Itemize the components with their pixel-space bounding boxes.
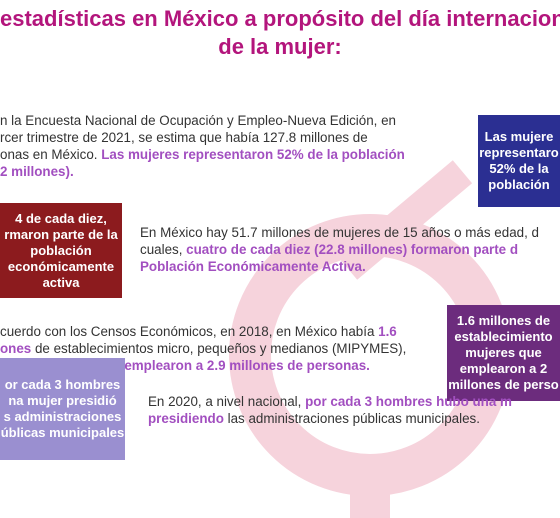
paragraph-line: Población Económicamente Activa. xyxy=(140,258,539,275)
box-line: mujeres que xyxy=(465,345,542,360)
highlight-box: or cada 3 hombres na mujer presidió s admi… xyxy=(0,358,125,460)
emphasis-text: cuatro de cada diez (22.8 millones) form… xyxy=(186,242,519,257)
title-line: de la mujer: xyxy=(218,34,342,59)
box-line: 52% de la xyxy=(489,161,549,176)
box-line: millones de perso xyxy=(448,377,559,392)
paragraph-line: ones de establecimientos micro, pequeños… xyxy=(0,340,406,357)
body-text: cuales, xyxy=(140,242,187,257)
emphasis-text: ones xyxy=(0,341,32,356)
paragraph-line: cuerdo con los Censos Económicos, en 201… xyxy=(0,323,406,340)
body-text: cuerdo con los Censos Económicos, en 201… xyxy=(0,324,379,339)
female-symbol-stem xyxy=(350,475,390,518)
paragraph-line: cuales, cuatro de cada diez (22.8 millon… xyxy=(140,241,539,258)
body-text: En 2020, a nivel nacional, xyxy=(148,394,306,409)
paragraph: n la Encuesta Nacional de Ocupación y Em… xyxy=(0,112,405,180)
box-line: económicamente xyxy=(7,258,115,274)
box-line: s administraciones xyxy=(3,409,122,424)
box-line: emplearon a 2 xyxy=(459,361,548,376)
paragraph-line: presidiendo las administraciones pública… xyxy=(148,410,512,427)
box-line: or cada 3 hombres xyxy=(4,377,121,392)
box-line: rmaron parte de la xyxy=(4,226,118,242)
highlight-box: 4 de cada diez, rmaron parte de la poblaci… xyxy=(0,203,122,298)
box-line: úblicas municipales xyxy=(0,425,125,440)
box-line: establecimiento xyxy=(454,329,553,344)
emphasis-text: por cada 3 hombres hubo una m xyxy=(305,394,512,409)
emphasis-text: emplearon a 2.9 millones de personas. xyxy=(124,358,370,373)
box-line: población xyxy=(30,242,92,258)
body-text: onas en México. xyxy=(0,147,102,162)
body-text: n la Encuesta Nacional de Ocupación y Em… xyxy=(0,113,396,128)
emphasis-text: Población Económicamente Activa. xyxy=(140,259,366,274)
box-line: población xyxy=(488,177,550,192)
emphasis-text: Las mujeres representaron 52% de la pobl… xyxy=(101,147,405,162)
paragraph: En México hay 51.7 millones de mujeres d… xyxy=(140,224,539,275)
paragraph: En 2020, a nivel nacional, por cada 3 ho… xyxy=(148,393,512,427)
symbol-arrow xyxy=(337,160,473,280)
paragraph-line: En 2020, a nivel nacional, por cada 3 ho… xyxy=(148,393,512,410)
emphasis-text: 2 millones). xyxy=(0,164,74,179)
body-text: las administraciones públicas municipale… xyxy=(223,411,480,426)
paragraph-line: rcer trimestre de 2021, se estima que ha… xyxy=(0,129,405,146)
highlight-box: 1.6 millones de establecimiento mujeres qu… xyxy=(447,305,560,401)
body-text: de establecimientos micro, pequeños y me… xyxy=(31,341,407,356)
emphasis-text: presidiendo xyxy=(148,411,224,426)
paragraph-line: onas en México. Las mujeres representaro… xyxy=(0,146,405,163)
paragraph-line: 2 millones). xyxy=(0,163,405,180)
box-line: 1.6 millones de xyxy=(456,313,551,328)
highlight-box: Las mujere representaro 52% de la población xyxy=(478,115,560,207)
box-line: activa xyxy=(42,274,80,290)
body-text: rcer trimestre de 2021, se estima que ha… xyxy=(0,130,368,145)
title-line: estadísticas en México a propósito del d… xyxy=(0,6,560,31)
box-line: Las mujere xyxy=(484,129,554,144)
box-line: representaro xyxy=(479,145,559,160)
body-text: En México hay 51.7 millones de mujeres d… xyxy=(140,225,539,240)
paragraph-line: n la Encuesta Nacional de Ocupación y Em… xyxy=(0,112,405,129)
box-line: na mujer presidió xyxy=(8,393,117,408)
box-line: 4 de cada diez, xyxy=(15,210,107,226)
paragraph-line: En México hay 51.7 millones de mujeres d… xyxy=(140,224,539,241)
emphasis-text: 1.6 xyxy=(378,324,397,339)
